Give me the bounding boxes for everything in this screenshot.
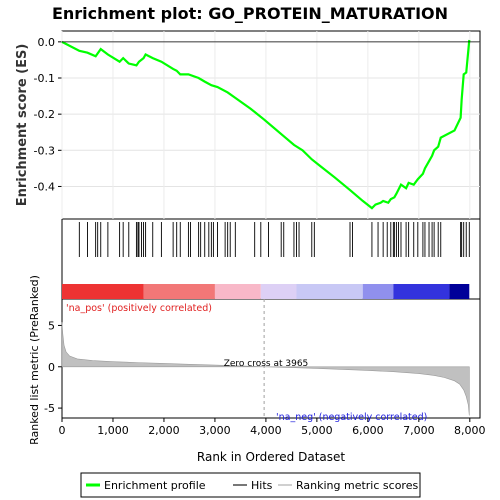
- rank-color-band: [62, 284, 470, 299]
- metric-y-axis: 5 0 -5: [44, 319, 62, 415]
- color-band-segment: [449, 284, 470, 299]
- x-tick-label: 8,000: [454, 424, 486, 437]
- x-axis: 0 1,000 2,000 3,000 4,000 5,000 6,000 7,000 8,00…: [59, 418, 486, 437]
- ranking-metric-area: [61, 322, 470, 416]
- x-tick-label: 6,000: [352, 424, 384, 437]
- x-tick-label: 3,000: [199, 424, 231, 437]
- metric-y-tick-label: -5: [44, 402, 55, 415]
- zero-cross-label: Zero cross at 3965: [224, 359, 309, 369]
- es-y-tick-label: -0.4: [34, 180, 55, 193]
- color-band-segment: [143, 284, 215, 299]
- x-tick-label: 0: [59, 424, 66, 437]
- chart-title: Enrichment plot: GO_PROTEIN_MATURATION: [52, 4, 448, 23]
- x-tick-label: 2,000: [148, 424, 180, 437]
- x-tick-label: 5,000: [301, 424, 333, 437]
- legend-metric-label: Ranking metric scores: [296, 479, 418, 492]
- es-y-tick-label: -0.2: [34, 108, 55, 121]
- x-tick-label: 4,000: [250, 424, 282, 437]
- metric-y-tick-label: 5: [48, 319, 55, 332]
- legend-enrichment-label: Enrichment profile: [104, 479, 206, 492]
- enrichment-profile-line: [61, 39, 471, 210]
- es-y-tick-label: -0.1: [34, 72, 55, 85]
- color-band-segment: [214, 284, 261, 299]
- es-y-axis-label: Enrichment score (ES): [15, 44, 30, 207]
- negative-correlation-label: 'na_neg' (negatively correlated): [276, 412, 427, 423]
- es-y-tick-label: -0.3: [34, 144, 55, 157]
- es-y-tick-label: 0.0: [38, 36, 56, 49]
- color-band-segment: [260, 284, 297, 299]
- es-y-axis: 0.0 -0.1 -0.2 -0.3 -0.4: [34, 36, 62, 193]
- x-axis-label: Rank in Ordered Dataset: [197, 450, 345, 464]
- x-tick-label: 1,000: [97, 424, 129, 437]
- positive-correlation-label: 'na_pos' (positively correlated): [66, 303, 212, 314]
- metric-y-tick-label: 0: [48, 361, 55, 374]
- x-tick-label: 7,000: [403, 424, 435, 437]
- legend-box: [80, 472, 421, 498]
- color-band-segment: [62, 284, 144, 299]
- color-band-segment: [296, 284, 363, 299]
- legend-hits-label: Hits: [251, 479, 273, 492]
- metric-y-axis-label: Ranked list metric (PreRanked): [28, 275, 41, 445]
- color-band-segment: [362, 284, 394, 299]
- hit-marks: [78, 222, 470, 257]
- color-band-segment: [393, 284, 450, 299]
- es-x-gridlines: [61, 31, 471, 219]
